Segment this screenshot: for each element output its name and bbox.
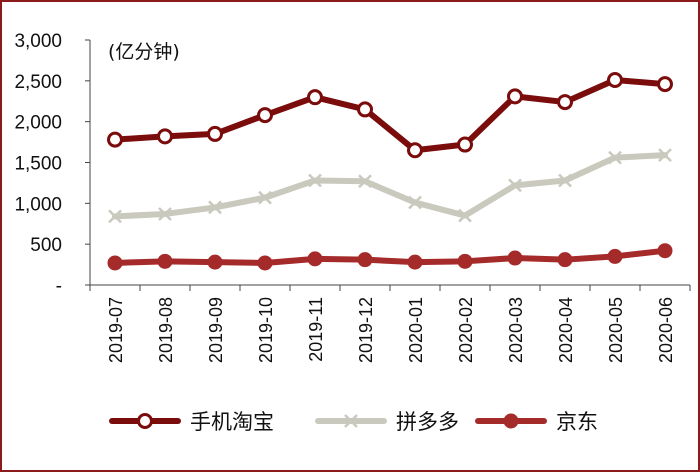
- legend-label: 拼多多: [396, 410, 459, 434]
- series-3-point: [107, 255, 123, 271]
- y-tick-label: -: [56, 276, 62, 297]
- x-tick-label: 2020-02: [456, 297, 476, 363]
- series-2-point: [608, 150, 622, 165]
- x-tick-label: 2020-01: [406, 297, 426, 363]
- series-3-point: [557, 252, 573, 268]
- series-3-point: [657, 243, 673, 259]
- series-1-point: [107, 131, 123, 148]
- series-2-point: [508, 178, 522, 193]
- series-2-point: [458, 208, 472, 223]
- y-tick-label: 2,000: [14, 113, 62, 134]
- series-3-point: [207, 254, 223, 270]
- x-tick-label: 2020-06: [656, 297, 676, 363]
- series-2-point: [208, 200, 222, 215]
- series-2-point: [108, 209, 122, 224]
- series-2-point: [558, 173, 572, 188]
- series-1-line: [112, 77, 668, 154]
- series-3-point: [357, 252, 373, 268]
- x-tick-label: 2019-12: [356, 297, 376, 363]
- series-1: [107, 72, 673, 159]
- series-1-point: [157, 128, 173, 145]
- series-3-point: [507, 250, 523, 266]
- legend-label: 手机淘宝: [190, 410, 274, 434]
- y-tick-label: 1,000: [14, 194, 62, 215]
- series-3-point: [257, 255, 273, 271]
- x-tick-label: 2020-05: [606, 297, 626, 363]
- x-tick-label: 2019-11: [306, 297, 326, 362]
- series-1-point: [507, 88, 523, 105]
- series-1-point: [607, 72, 623, 89]
- legend: 手机淘宝 拼多多 京东: [109, 410, 598, 434]
- y-tick-label: 2,500: [14, 72, 62, 93]
- series-3-line: [112, 247, 668, 266]
- y-tick-label: 3,000: [14, 31, 62, 52]
- y-tick-label: 500: [30, 235, 62, 256]
- legend-swatch-marker: [503, 413, 519, 429]
- y-axis-ticks: - 500 1,000 1,500 2,000 2,500 3,000: [14, 31, 90, 297]
- series-1-point: [257, 107, 273, 124]
- y-tick-label: 1,500: [14, 154, 62, 175]
- series-2-point: [658, 148, 672, 163]
- legend-swatch-marker: [344, 414, 358, 428]
- x-axis-ticks: 2019-07 2019-08 2019-09 2019-10 2019-11 2019-…: [89, 285, 691, 363]
- series-2: [108, 148, 672, 224]
- legend-item-3: 京东: [475, 410, 598, 434]
- series-1-point: [207, 125, 223, 142]
- series-2-point: [158, 207, 172, 221]
- series-1-point: [657, 76, 673, 93]
- legend-label: 京东: [556, 410, 598, 434]
- legend-swatch-marker: [137, 413, 153, 429]
- series-2-point: [308, 173, 322, 188]
- legend-item-2: 拼多多: [315, 410, 459, 434]
- series-3-point: [457, 253, 473, 269]
- series-2-line: [112, 152, 668, 220]
- series-2-point: [408, 195, 422, 210]
- series-layer: [107, 72, 673, 271]
- series-2-point: [358, 174, 372, 189]
- unit-label: (亿分钟): [108, 41, 180, 63]
- series-2-point: [258, 190, 272, 205]
- series-1-point: [357, 101, 373, 118]
- x-tick-label: 2019-09: [206, 297, 226, 363]
- series-1-point: [557, 94, 573, 111]
- series-3-point: [407, 254, 423, 270]
- x-tick-label: 2019-08: [156, 297, 176, 363]
- x-tick-label: 2020-04: [556, 297, 576, 363]
- x-tick-label: 2019-07: [106, 297, 126, 363]
- x-tick-label: 2020-03: [506, 297, 526, 363]
- legend-item-1: 手机淘宝: [109, 410, 274, 434]
- series-1-point: [307, 89, 323, 106]
- series-1-point: [407, 142, 423, 159]
- series-3-point: [157, 253, 173, 269]
- series-3: [107, 243, 673, 271]
- series-3-point: [607, 248, 623, 264]
- series-1-point: [457, 136, 473, 153]
- x-tick-label: 2019-10: [256, 297, 276, 363]
- series-3-point: [307, 251, 323, 267]
